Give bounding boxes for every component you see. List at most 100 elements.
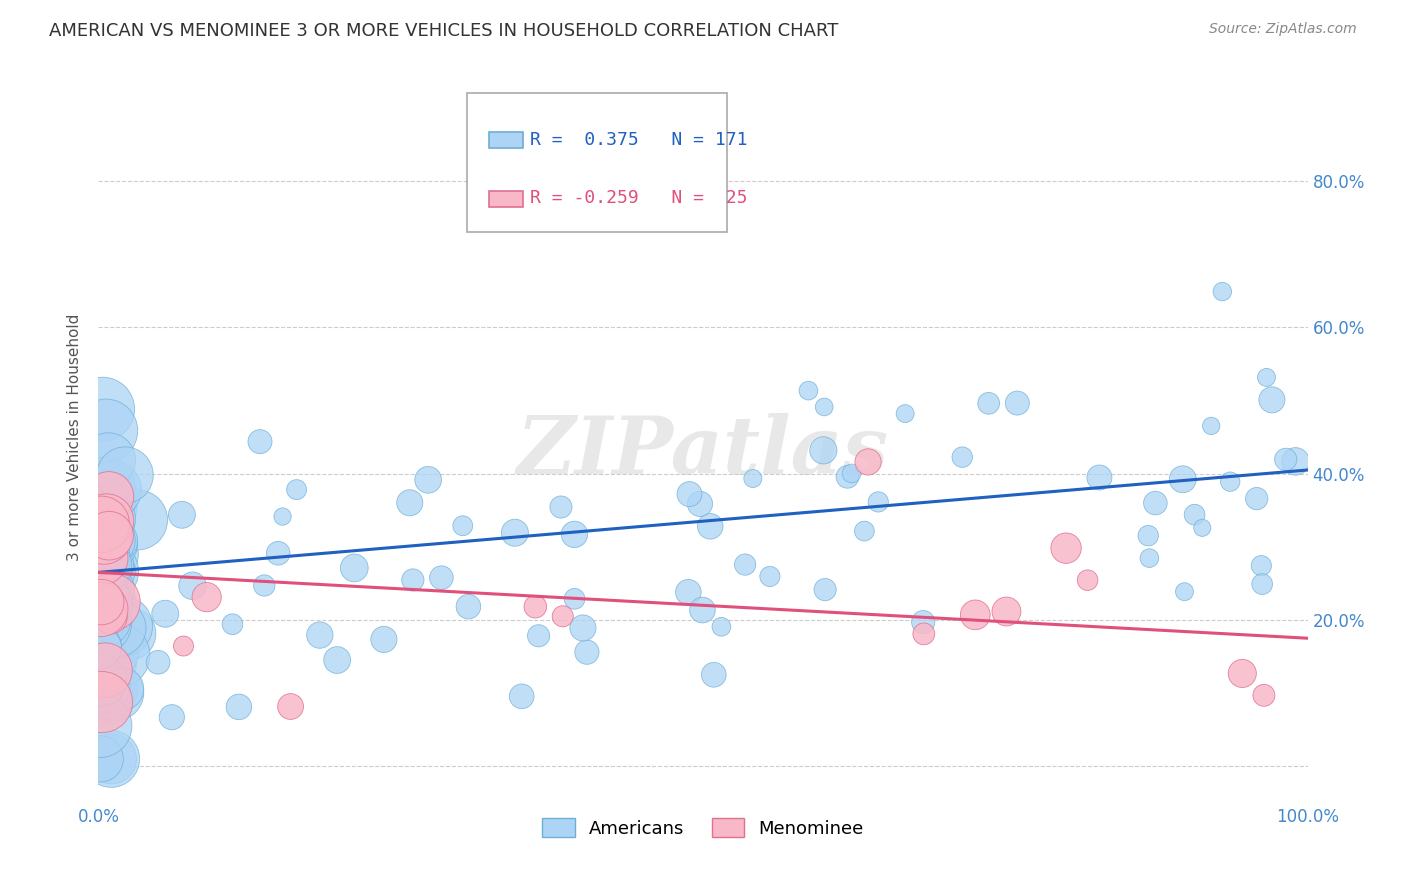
Point — [89, 640, 111, 655]
Point — [93, 563, 115, 577]
Point — [965, 607, 987, 622]
Point — [91, 678, 114, 692]
Point — [94, 538, 117, 552]
Point — [503, 525, 526, 540]
Point — [103, 533, 125, 548]
Point — [308, 628, 330, 642]
Point — [564, 527, 586, 541]
Point — [98, 582, 121, 597]
FancyBboxPatch shape — [467, 94, 727, 232]
Point — [89, 673, 111, 687]
Point — [1077, 573, 1099, 587]
Point — [837, 470, 859, 484]
Point — [89, 752, 111, 766]
Point — [127, 513, 149, 527]
Point — [93, 603, 115, 617]
Point — [94, 663, 117, 677]
Point — [1199, 418, 1222, 433]
Point — [689, 497, 711, 511]
Point — [93, 489, 115, 503]
Point — [93, 527, 115, 541]
Point — [90, 572, 112, 586]
Point — [104, 538, 127, 552]
Point — [91, 494, 114, 508]
Point — [91, 591, 114, 605]
Point — [1137, 551, 1160, 566]
Point — [94, 601, 117, 615]
Point — [94, 597, 117, 611]
Point — [1211, 285, 1233, 299]
Point — [89, 602, 111, 616]
Point — [797, 384, 820, 398]
Point — [181, 579, 204, 593]
Point — [94, 480, 117, 494]
Text: R = -0.259   N =  25: R = -0.259 N = 25 — [530, 189, 748, 208]
Point — [97, 599, 120, 614]
Point — [90, 616, 112, 631]
Point — [1137, 528, 1160, 542]
FancyBboxPatch shape — [489, 132, 523, 148]
Point — [96, 516, 118, 530]
Point — [1171, 472, 1194, 486]
Point — [94, 424, 117, 438]
Point — [101, 622, 124, 636]
Point — [271, 509, 294, 524]
Point — [89, 638, 111, 652]
Point — [280, 699, 302, 714]
Point — [1232, 666, 1254, 681]
Point — [91, 582, 114, 597]
Point — [105, 627, 128, 641]
Point — [107, 621, 129, 635]
Point — [94, 533, 117, 548]
Y-axis label: 3 or more Vehicles in Household: 3 or more Vehicles in Household — [67, 313, 83, 561]
Point — [170, 508, 193, 522]
Point — [564, 591, 586, 606]
Point — [93, 560, 115, 574]
Point — [1256, 370, 1278, 384]
Point — [111, 619, 134, 633]
Point — [1144, 496, 1167, 510]
Point — [90, 630, 112, 644]
Point — [146, 655, 169, 669]
Point — [91, 551, 114, 566]
Point — [699, 519, 721, 533]
Point — [1007, 396, 1029, 410]
Point — [89, 532, 111, 546]
Point — [90, 551, 112, 566]
Point — [160, 710, 183, 724]
Point — [524, 599, 547, 614]
Point — [527, 629, 550, 643]
Point — [90, 606, 112, 620]
Point — [93, 534, 115, 549]
Point — [894, 407, 917, 421]
Point — [912, 627, 935, 641]
Point — [98, 529, 121, 543]
Point — [221, 617, 243, 632]
Point — [575, 645, 598, 659]
Point — [343, 561, 366, 575]
Point — [89, 640, 111, 654]
Point — [678, 585, 700, 599]
Point — [100, 500, 122, 515]
Point — [430, 571, 453, 585]
Point — [813, 443, 835, 458]
Point — [97, 530, 120, 544]
Point — [97, 490, 120, 504]
Point — [253, 578, 276, 592]
Point — [114, 468, 136, 483]
Point — [572, 621, 595, 635]
Point — [93, 519, 115, 533]
Point — [87, 620, 110, 634]
Point — [100, 752, 122, 766]
Point — [97, 599, 120, 613]
Point — [96, 514, 118, 528]
Point — [195, 590, 218, 604]
Point — [104, 623, 127, 637]
Point — [912, 615, 935, 629]
Point — [97, 510, 120, 524]
Text: Source: ZipAtlas.com: Source: ZipAtlas.com — [1209, 22, 1357, 37]
Point — [91, 619, 114, 633]
Point — [814, 582, 837, 597]
Point — [1088, 470, 1111, 484]
Point — [89, 719, 111, 733]
